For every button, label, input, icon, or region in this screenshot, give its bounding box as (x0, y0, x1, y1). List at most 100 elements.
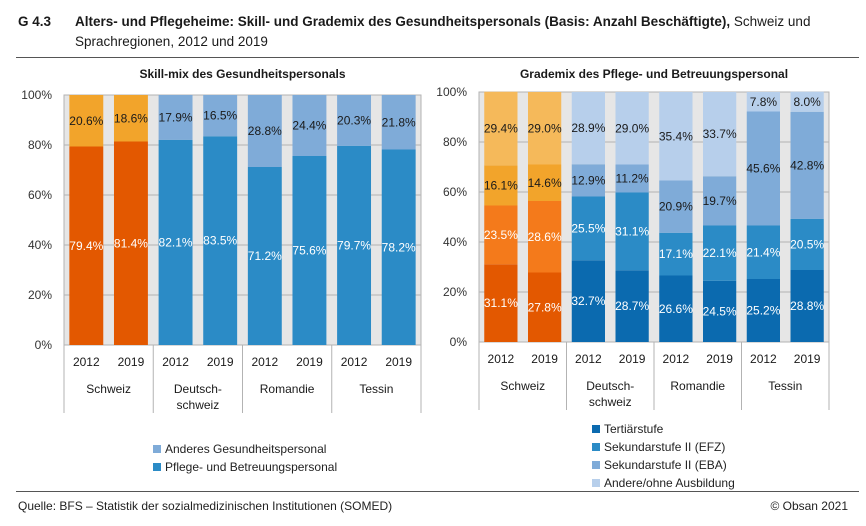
legend-label: Andere/ohne Ausbildung (604, 476, 735, 490)
group-label-line: Tessin (768, 379, 802, 393)
x-tick-label: 2012 (750, 352, 777, 366)
bar-segment (292, 156, 327, 345)
data-label: 28.7% (615, 299, 649, 313)
bar-segment (528, 272, 562, 342)
group-label: Romandie (260, 382, 315, 396)
chart-title: Grademix des Pflege- und Betreuungsperso… (520, 67, 788, 81)
bar-segment (659, 232, 693, 276)
y-tick-label: 20% (443, 285, 467, 299)
figure-title-bold: Alters- und Pflegeheime: Skill- und Grad… (75, 14, 731, 29)
legend-item: Pflege- und Betreuungspersonal (153, 458, 337, 476)
data-label: 29.0% (528, 121, 562, 135)
bar-segment (615, 192, 649, 271)
x-tick-label: 2012 (575, 352, 602, 366)
bar-segment (746, 225, 780, 279)
group-label-line: Schweiz (86, 382, 131, 396)
data-label: 79.7% (337, 238, 371, 252)
data-label: 14.6% (528, 176, 562, 190)
group-label-line: Deutsch- (586, 379, 634, 393)
header-divider (16, 57, 859, 58)
y-tick-label: 20% (28, 288, 52, 302)
legend-swatch (592, 461, 600, 469)
data-label: 78.2% (382, 240, 416, 254)
group-label: Tessin (768, 379, 802, 393)
bar-segment (790, 218, 824, 270)
data-label: 17.9% (159, 110, 193, 124)
bar-segment (615, 270, 649, 342)
plot-background (478, 91, 830, 343)
x-tick-label: 2019 (385, 355, 412, 369)
figure-title-rest: Schweiz und Sprachregionen, 2012 und 201… (75, 14, 811, 49)
figure-title: Alters- und Pflegeheime: Skill- und Grad… (75, 12, 845, 52)
copyright: © Obsan 2021 (770, 499, 848, 513)
x-tick-label: 2012 (162, 355, 189, 369)
data-label: 81.4% (114, 236, 148, 250)
y-tick-label: 100% (436, 85, 467, 99)
group-label-line: Romandie (670, 379, 725, 393)
data-label: 29.4% (484, 122, 518, 136)
group-label-line: Deutsch- (174, 382, 222, 396)
group-label-line: Schweiz (500, 379, 545, 393)
bar-segment (703, 280, 737, 342)
data-label: 17.1% (659, 247, 693, 261)
figure-number: G 4.3 (18, 14, 52, 29)
bar-segment (203, 136, 238, 345)
bar-segment (337, 95, 372, 146)
data-label: 82.1% (159, 235, 193, 249)
bar-segment (381, 149, 416, 345)
group-label: Tessin (359, 382, 393, 396)
legend-item: Sekundarstufe II (EBA) (592, 456, 735, 474)
bar-segment (659, 92, 693, 181)
y-tick-label: 0% (450, 335, 468, 349)
bar-segment (615, 92, 649, 165)
x-tick-label: 2019 (619, 352, 646, 366)
legend-label: Anderes Gesundheitspersonal (165, 442, 327, 456)
bar-segment (746, 111, 780, 226)
data-label: 16.5% (203, 109, 237, 123)
legend-item: Tertiärstufe (592, 420, 735, 438)
bar-segment (69, 146, 104, 345)
group-label: Deutsch-schweiz (586, 379, 634, 409)
bar-segment (703, 92, 737, 177)
x-tick-label: 2012 (488, 352, 515, 366)
data-label: 11.2% (616, 172, 649, 186)
x-tick-label: 2012 (663, 352, 690, 366)
data-label: 28.9% (571, 121, 605, 135)
data-label: 19.7% (703, 194, 737, 208)
group-label: Schweiz (500, 379, 545, 393)
y-tick-label: 100% (21, 88, 52, 102)
skill-mix-plot: Skill-mix des Gesundheitspersonals 0% 20% 4… (21, 67, 422, 413)
data-label: 23.5% (484, 228, 518, 242)
data-label: 20.5% (790, 237, 824, 251)
group-label-line: Romandie (260, 382, 315, 396)
data-label: 45.6% (746, 162, 780, 176)
legend-label: Pflege- und Betreuungspersonal (165, 460, 338, 474)
bar-segment (484, 205, 518, 265)
bar-segment (746, 279, 780, 342)
bar-segment (113, 95, 148, 142)
data-label: 20.6% (69, 114, 103, 128)
bar-segment (790, 270, 824, 342)
data-label: 21.4% (746, 245, 780, 259)
data-label: 32.7% (571, 294, 605, 308)
y-tick-label: 40% (28, 238, 52, 252)
data-label: 20.9% (659, 200, 693, 214)
legend-swatch (592, 479, 600, 487)
group-label: Schweiz (86, 382, 131, 396)
data-label: 25.2% (746, 304, 780, 318)
x-tick-label: 2012 (251, 355, 278, 369)
legend-item: Andere/ohne Ausbildung (592, 474, 735, 492)
bar-segment (790, 91, 824, 112)
data-label: 12.9% (571, 173, 605, 187)
bar-segment (203, 95, 238, 137)
data-label: 31.1% (484, 296, 518, 310)
bar-segment (381, 95, 416, 150)
data-label: 24.4% (292, 119, 326, 133)
bar-segment (703, 176, 737, 226)
skill-mix-legend: Anderes Gesundheitspersonal Pflege- und B… (153, 440, 337, 476)
bar-segment (247, 95, 282, 167)
y-tick-label: 60% (28, 188, 52, 202)
data-label: 25.5% (571, 221, 605, 235)
legend-label: Tertiärstufe (604, 422, 664, 436)
